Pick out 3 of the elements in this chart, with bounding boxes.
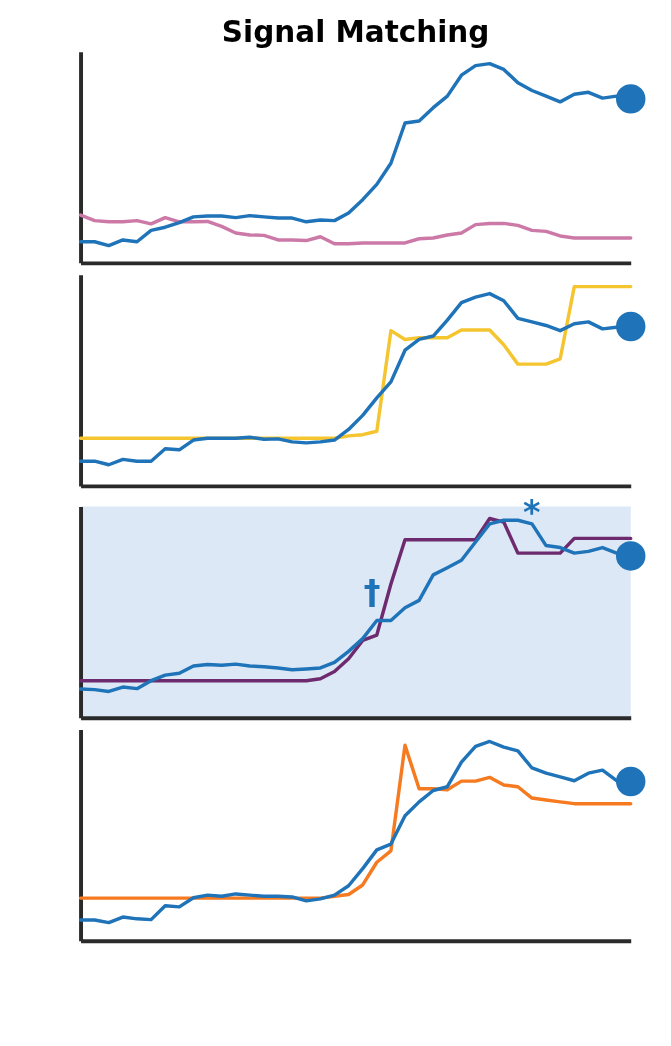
annotation: † — [363, 573, 381, 613]
annotation: * — [522, 493, 541, 533]
chart-title: Signal Matching — [221, 14, 490, 49]
